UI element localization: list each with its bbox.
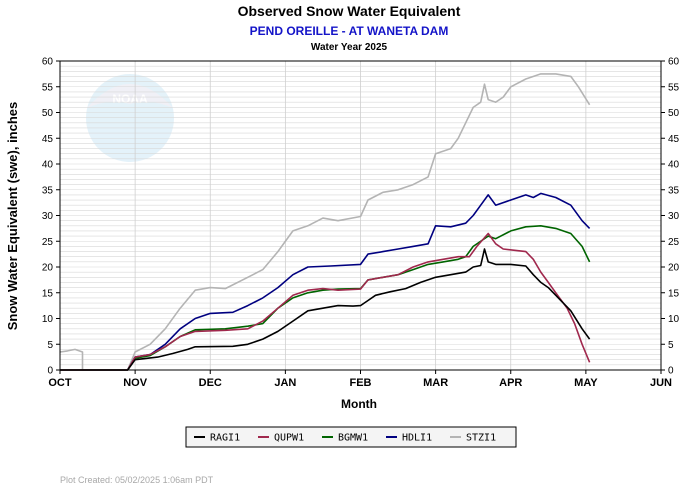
y-tick-label-right: 55 [668, 82, 680, 93]
x-tick-label-oct: OCT [48, 377, 72, 389]
y-tick-label-left: 0 [47, 366, 53, 377]
y-tick-label-right: 0 [668, 366, 674, 377]
y-tick-label-right: 60 [668, 57, 680, 68]
y-tick-label-left: 25 [42, 237, 54, 248]
legend: RAGI1 QUPW1 BGMW1 HDLI1 STZI1 [185, 426, 517, 448]
series-line-hdli1 [60, 192, 591, 371]
x-tick-label-apr: APR [499, 377, 522, 389]
y-tick-label-right: 25 [668, 237, 680, 248]
x-axis-ticks: OCT NOV DEC JAN FEB MAR APR MAY JUN [48, 370, 672, 389]
y-tick-label-left: 15 [42, 288, 54, 299]
y-tick-label-right: 35 [668, 185, 680, 196]
legend-label-ragi1: RAGI1 [210, 433, 240, 444]
y-tick-label-right: 20 [668, 263, 680, 274]
x-axis-label: Month [341, 397, 377, 411]
noaa-logo-text: NOAA [112, 92, 148, 106]
plot-created-footer: Plot Created: 05/02/2025 1:06am PDT [60, 475, 214, 485]
series-line-stzi1 [59, 73, 591, 371]
legend-label-stzi1: STZI1 [466, 433, 496, 444]
y-tick-label-right: 5 [668, 340, 674, 351]
y-tick-label-right: 15 [668, 288, 680, 299]
y-tick-label-left: 5 [47, 340, 53, 351]
series-line-ragi1 [60, 248, 591, 371]
x-tick-label-jan: JAN [274, 377, 296, 389]
legend-box [185, 426, 517, 448]
x-tick-label-dec: DEC [199, 377, 222, 389]
y-tick-label-left: 35 [42, 185, 54, 196]
y-tick-label-left: 45 [42, 134, 54, 145]
x-tick-label-jun: JUN [650, 377, 672, 389]
y-tick-label-right: 30 [668, 211, 680, 222]
chart-water-year: Water Year 2025 [311, 42, 388, 53]
y-tick-label-left: 10 [42, 314, 54, 325]
y-tick-label-left: 60 [42, 57, 54, 68]
x-tick-label-nov: NOV [123, 377, 148, 389]
y-tick-label-left: 30 [42, 211, 54, 222]
y-tick-label-left: 55 [42, 82, 54, 93]
y-tick-label-right: 50 [668, 108, 680, 119]
series-line-qupw1 [60, 232, 591, 371]
y-tick-label-left: 40 [42, 160, 54, 171]
legend-label-qupw1: QUPW1 [274, 433, 304, 444]
y-tick-label-right: 40 [668, 160, 680, 171]
chart-title: Observed Snow Water Equivalent [238, 3, 461, 19]
y-axis-label: Snow Water Equivalent (swe), inches [5, 102, 20, 331]
x-tick-label-feb: FEB [350, 377, 372, 389]
y-tick-label-left: 20 [42, 263, 54, 274]
y-tick-label-right: 10 [668, 314, 680, 325]
y-tick-label-left: 50 [42, 108, 54, 119]
series-lines [59, 73, 591, 371]
x-tick-label-mar: MAR [423, 377, 448, 389]
legend-label-bgmw1: BGMW1 [338, 433, 368, 444]
x-tick-label-may: MAY [574, 377, 598, 389]
legend-label-hdli1: HDLI1 [402, 433, 432, 444]
legend-items: RAGI1 QUPW1 BGMW1 HDLI1 STZI1 [194, 433, 496, 444]
chart-subtitle: PEND OREILLE - AT WANETA DAM [250, 24, 449, 38]
y-tick-label-right: 45 [668, 134, 680, 145]
